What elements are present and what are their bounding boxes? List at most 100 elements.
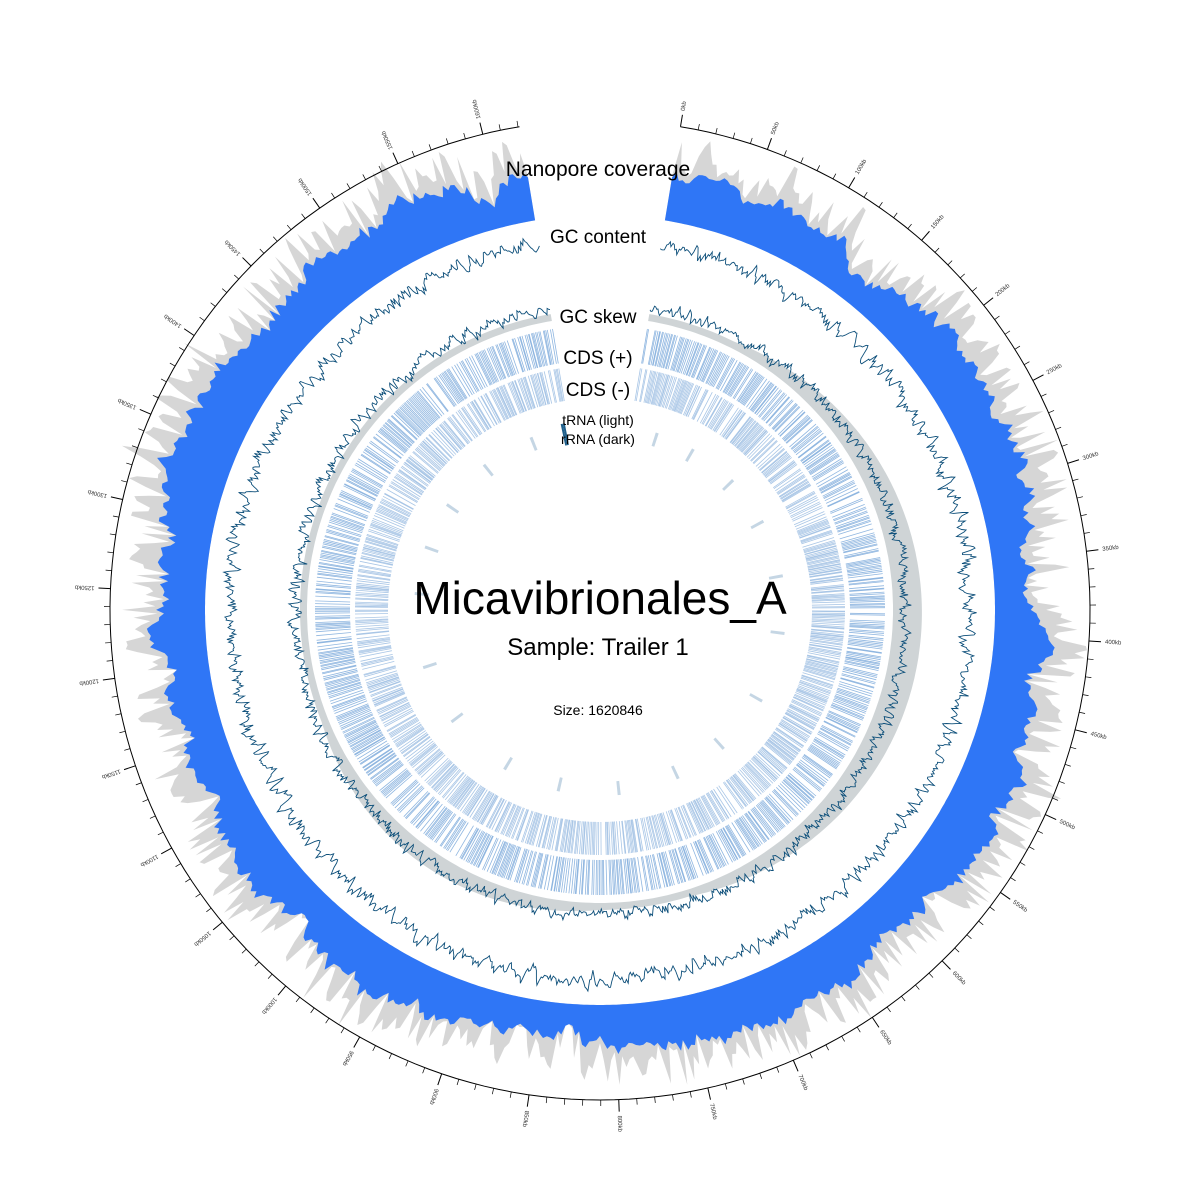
axis-minor-tick <box>715 127 718 134</box>
axis-tick-label: 450kb <box>1090 731 1108 741</box>
axis-minor-tick <box>119 730 126 734</box>
trna-mark <box>768 574 784 580</box>
label-trna: tRNA (light) <box>562 412 634 428</box>
axis-minor-tick <box>199 316 205 322</box>
axis-major-tick <box>1045 814 1057 821</box>
axis-minor-tick <box>809 1052 813 1059</box>
axis-major-tick <box>871 1017 880 1028</box>
axis-minor-tick <box>221 288 227 293</box>
trna-mark <box>445 503 460 514</box>
axis-minor-tick <box>411 150 415 157</box>
axis-minor-tick <box>115 713 122 716</box>
axis-minor-tick <box>509 1091 512 1098</box>
axis-minor-tick <box>124 748 131 751</box>
axis-minor-tick <box>195 893 201 898</box>
axis-major-tick <box>1000 892 1011 900</box>
axis-major-tick <box>110 496 123 501</box>
axis-minor-tick <box>697 123 700 131</box>
axis-tick-label: 1450kb <box>223 238 242 257</box>
axis-minor-tick <box>259 248 265 254</box>
trna-mark <box>424 545 439 554</box>
axis-major-tick <box>353 1036 361 1048</box>
axis-minor-tick <box>463 132 466 139</box>
axis-major-tick <box>792 1060 799 1072</box>
axis-minor-tick <box>160 378 167 383</box>
rna-track <box>414 423 785 796</box>
axis-tick-label: 1200kb <box>78 677 99 686</box>
axis-tick-label: 350kb <box>1102 545 1120 553</box>
axis-minor-tick <box>516 120 519 127</box>
axis-tick-label: 550kb <box>1011 900 1028 915</box>
axis-tick-label: 850kb <box>521 1110 529 1128</box>
cds-plus-marks <box>314 328 886 896</box>
axis-minor-tick <box>732 132 736 139</box>
trna-mark <box>749 693 763 703</box>
gc-content-track <box>222 237 977 993</box>
axis-minor-tick <box>901 996 906 1002</box>
cds-plus-track <box>314 328 886 896</box>
axis-minor-tick <box>388 1053 392 1060</box>
axis-minor-tick <box>372 1045 376 1052</box>
axis-major-tick <box>102 677 115 681</box>
axis-minor-tick <box>960 273 965 279</box>
axis-tick-label: 750kb <box>708 1103 718 1121</box>
axis-minor-tick <box>229 935 235 941</box>
axis-minor-tick <box>672 1094 674 1101</box>
axis-minor-tick <box>934 247 940 253</box>
axis-minor-tick <box>907 223 912 229</box>
axis-minor-tick <box>1061 443 1068 447</box>
axis-major-tick <box>766 138 772 150</box>
axis-major-tick <box>679 114 683 127</box>
axis-minor-tick <box>689 1091 692 1098</box>
axis-minor-tick <box>362 174 366 180</box>
axis-minor-tick <box>893 212 898 218</box>
axis-tick-label: 700kb <box>796 1074 808 1092</box>
axis-major-tick <box>1032 374 1044 381</box>
axis-minor-tick <box>175 863 181 867</box>
axis-minor-tick <box>989 906 995 911</box>
axis-minor-tick <box>273 236 278 242</box>
axis-minor-tick <box>310 1007 315 1014</box>
axis-minor-tick <box>1052 797 1059 801</box>
axis-minor-tick <box>428 144 432 151</box>
axis-minor-tick <box>654 1096 656 1103</box>
axis-tick-label: 900kb <box>428 1088 439 1106</box>
axis-minor-tick <box>783 150 787 157</box>
axis-tick-label: 1350kb <box>116 396 137 410</box>
trna-mark <box>556 777 563 792</box>
axis-minor-tick <box>1080 514 1087 517</box>
trna-mark <box>616 780 621 796</box>
axis-minor-tick <box>759 1073 763 1080</box>
trna-mark <box>713 737 725 750</box>
gc-skew-line <box>286 305 912 922</box>
axis-minor-tick <box>107 551 114 554</box>
axis-tick-label: 1000kb <box>260 996 278 1015</box>
axis-tick-label: 500kb <box>1058 819 1076 832</box>
axis-minor-tick <box>878 202 883 208</box>
cds-minus-marks <box>354 368 846 856</box>
axis-minor-tick <box>106 660 113 662</box>
axis-major-tick <box>941 960 951 970</box>
gc-skew-track <box>286 305 922 922</box>
axis-tick-label: 1100kb <box>139 853 159 868</box>
axis-minor-tick <box>254 961 260 967</box>
axis-minor-tick <box>545 1097 548 1104</box>
axis-major-tick <box>1086 549 1099 552</box>
axis-minor-tick <box>724 1083 728 1090</box>
axis-minor-tick <box>286 224 292 230</box>
label-cds-plus: CDS (+) <box>563 348 632 369</box>
axis-line <box>109 126 1091 1101</box>
axis-major-tick <box>160 847 172 855</box>
axis-major-tick <box>123 765 136 771</box>
axis-major-tick <box>437 1073 443 1086</box>
axis-major-tick <box>98 587 111 590</box>
axis-minor-tick <box>111 695 118 698</box>
axis-minor-tick <box>241 948 247 954</box>
axis-minor-tick <box>1010 877 1016 882</box>
trna-mark <box>722 479 735 491</box>
axis-minor-tick <box>1055 426 1062 430</box>
axis-minor-tick <box>142 799 149 803</box>
axis-major-tick <box>921 230 930 241</box>
axis-tick-label: 600kb <box>951 971 967 987</box>
